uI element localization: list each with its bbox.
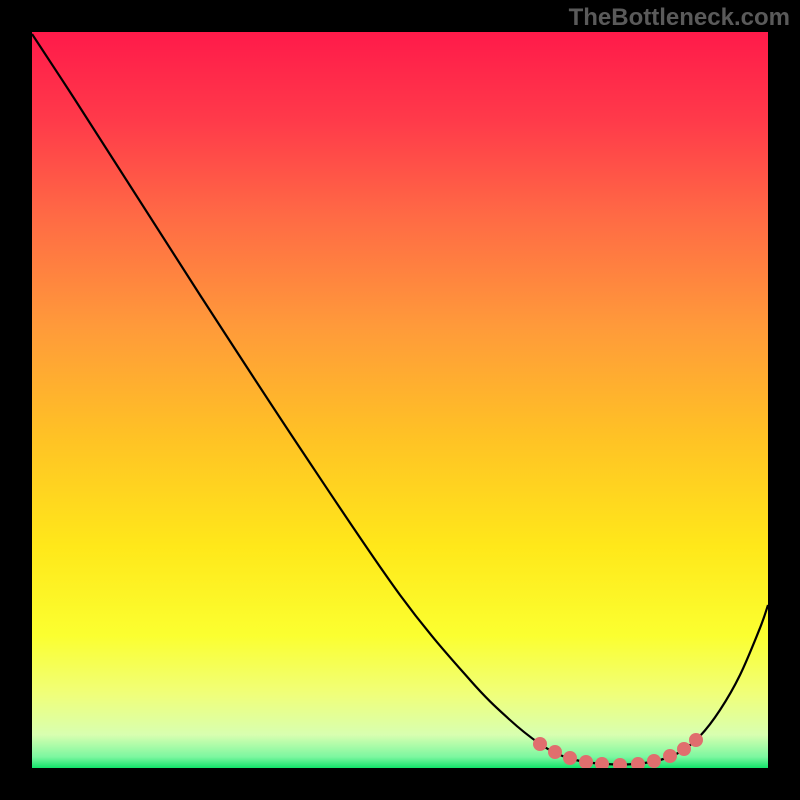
marker-dot <box>677 742 691 756</box>
chart-container: TheBottleneck.com <box>0 0 800 800</box>
marker-dot <box>579 755 593 769</box>
marker-dot <box>548 745 562 759</box>
marker-dot <box>663 749 677 763</box>
watermark-text: TheBottleneck.com <box>569 4 790 32</box>
marker-dot <box>689 733 703 747</box>
marker-dot <box>533 737 547 751</box>
marker-dot <box>563 751 577 765</box>
plot-background <box>32 32 768 768</box>
marker-dot <box>647 754 661 768</box>
bottleneck-chart <box>0 0 800 800</box>
